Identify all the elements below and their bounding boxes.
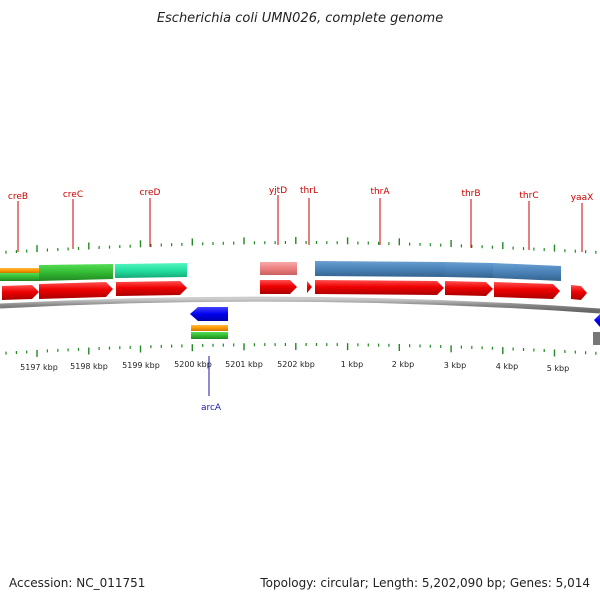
- gene-label-thrB[interactable]: thrB: [461, 189, 480, 199]
- ruler-label-5kbp: 5 kbp: [547, 364, 569, 373]
- gene-bar-creC[interactable]: [39, 264, 113, 281]
- reverse-strand-track: [190, 307, 600, 345]
- gene-label-thrC[interactable]: thrC: [519, 191, 538, 201]
- cds-arrow-yjtD[interactable]: [260, 280, 297, 294]
- gene-feature-track: [0, 261, 561, 281]
- gene-label-creD[interactable]: creD: [140, 188, 161, 198]
- gene-bar-thrB[interactable]: [445, 262, 493, 278]
- cds-arrow-thrL[interactable]: [307, 281, 312, 293]
- cds-arrow-thrA[interactable]: [315, 280, 444, 295]
- ruler-label-5200: 5200 kbp: [174, 360, 212, 369]
- cds-arrow-thrC[interactable]: [494, 282, 560, 299]
- ruler-label-5202: 5202 kbp: [277, 360, 315, 369]
- gene-label-creC[interactable]: creC: [63, 190, 83, 200]
- cds-arrow-thrB[interactable]: [445, 281, 493, 296]
- gene-bar-arcA[interactable]: [191, 332, 228, 339]
- gene-label-arcA[interactable]: arcA: [201, 403, 222, 413]
- reverse-gene-labels: arcA: [201, 356, 222, 413]
- ruler-label-2kbp: 2 kbp: [392, 360, 414, 369]
- map-title: Escherichia coli UMN026, complete genome: [157, 11, 443, 26]
- ruler-label-5199: 5199 kbp: [122, 361, 160, 370]
- gene-bar-edge[interactable]: [593, 332, 600, 345]
- ruler-label-4kbp: 4 kbp: [496, 362, 518, 371]
- genome-backbone: [0, 296, 600, 314]
- gene-bar-yjtD[interactable]: [260, 262, 297, 275]
- cds-forward-track: [2, 280, 587, 300]
- ruler-label-5198: 5198 kbp: [70, 362, 108, 371]
- cds-arrow-creB[interactable]: [2, 285, 39, 300]
- forward-gene-labels: creB creC creD yjtD thrL thrA thrB thrC …: [8, 186, 593, 252]
- cds-arrow-creD[interactable]: [116, 281, 187, 296]
- gene-label-yaaX[interactable]: yaaX: [571, 193, 594, 203]
- gene-bar-arcA-orange[interactable]: [191, 325, 228, 331]
- ruler-label-1kbp: 1 kbp: [341, 360, 363, 369]
- upper-tick-row: [5, 237, 597, 254]
- gene-bar-thrC[interactable]: [493, 263, 561, 281]
- gene-bar-creB[interactable]: [0, 273, 39, 281]
- cds-arrow-creC[interactable]: [39, 282, 113, 299]
- cds-arrow-edge[interactable]: [594, 314, 600, 327]
- ruler-label-5197: 5197 kbp: [20, 363, 58, 372]
- accession-text: Accession: NC_011751: [9, 576, 145, 590]
- ruler-labels: 5197 kbp 5198 kbp 5199 kbp 5200 kbp 5201…: [20, 360, 569, 373]
- ruler-label-5201: 5201 kbp: [225, 360, 263, 369]
- cds-arrow-arcA[interactable]: [190, 307, 228, 321]
- gene-bar-creB-orange[interactable]: [0, 268, 39, 273]
- ruler-label-3kbp: 3 kbp: [444, 361, 466, 370]
- gene-bar-thrA[interactable]: [315, 261, 445, 277]
- gene-bar-creD[interactable]: [115, 263, 187, 278]
- gene-label-yjtD[interactable]: yjtD: [269, 186, 287, 196]
- gene-label-creB[interactable]: creB: [8, 192, 28, 202]
- gene-label-thrA[interactable]: thrA: [370, 187, 390, 197]
- lower-tick-row: [5, 343, 597, 357]
- genome-summary-text: Topology: circular; Length: 5,202,090 bp…: [259, 576, 590, 590]
- gene-label-thrL[interactable]: thrL: [300, 186, 318, 196]
- cds-arrow-yaaX[interactable]: [571, 285, 587, 300]
